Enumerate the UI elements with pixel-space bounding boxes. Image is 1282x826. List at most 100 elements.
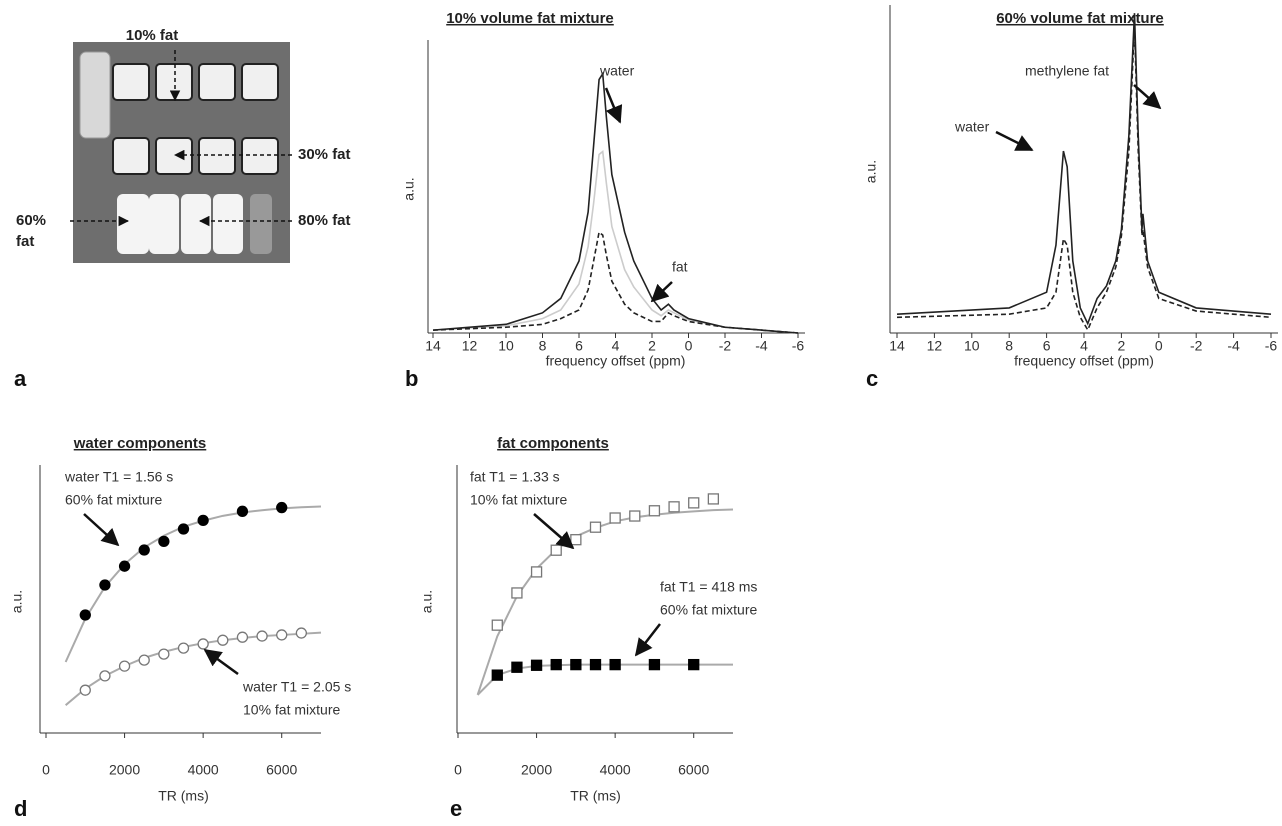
annotation-arrow: [83, 513, 120, 547]
panel-label: e: [450, 796, 462, 821]
point: [648, 505, 661, 517]
annotation-arrow: [533, 513, 575, 550]
x-axis-label: frequency offset (ppm): [546, 353, 686, 369]
point: [491, 619, 503, 631]
point: [276, 501, 288, 514]
data-line: [432, 230, 799, 334]
x-tick-label: 6: [575, 338, 583, 354]
y-axis-label: a.u.: [863, 160, 879, 183]
annotation: water T1 = 2.05 s: [242, 679, 351, 695]
annotation: 60% fat mixture: [65, 492, 162, 508]
y-axis-label: a.u.: [9, 590, 25, 613]
annotation: methylene fat: [1025, 63, 1109, 79]
point: [118, 660, 131, 672]
y-axis-label: a.u.: [401, 177, 417, 200]
chart: 10% volume fat mixture b a.u. frequency off…: [401, 10, 805, 391]
point: [158, 535, 170, 548]
point: [530, 566, 543, 578]
chart-title: 10% volume fat mixture: [446, 10, 614, 27]
x-axis-label: frequency offset (ppm): [1014, 353, 1154, 369]
point: [177, 523, 190, 535]
point: [256, 630, 268, 642]
point: [491, 669, 503, 681]
data-line: [432, 150, 799, 334]
point: [570, 534, 582, 546]
point: [511, 661, 523, 673]
data-line: [896, 25, 1272, 332]
x-tick-label: 6000: [678, 762, 709, 778]
panel-label: d: [14, 796, 27, 821]
point: [138, 654, 150, 666]
point: [589, 658, 602, 671]
point: [217, 634, 229, 646]
point: [530, 659, 543, 671]
x-tick-label: 12: [927, 338, 943, 354]
point: [276, 629, 288, 641]
x-tick-label: 4: [612, 338, 620, 354]
annotation-arrow: [1133, 84, 1162, 110]
annotation-arrow: [995, 130, 1034, 152]
x-tick-label: 6: [1043, 338, 1051, 354]
x-axis-label: TR (ms): [158, 788, 209, 804]
point: [236, 631, 249, 643]
point: [668, 501, 680, 513]
annotation: fat T1 = 1.33 s: [470, 469, 560, 485]
point: [236, 505, 249, 517]
point: [158, 648, 170, 660]
x-axis-label: TR (ms): [570, 788, 621, 804]
x-tick-label: 12: [462, 338, 478, 354]
x-tick-label: 10: [964, 338, 980, 354]
point: [99, 579, 111, 591]
point: [99, 670, 111, 682]
point: [609, 658, 621, 671]
point: [197, 514, 209, 526]
x-tick-label: 2000: [109, 762, 140, 778]
x-tick-label: 14: [889, 338, 905, 354]
x-tick-label: -2: [719, 338, 732, 354]
photo-label: 80% fat: [298, 212, 351, 229]
x-tick-label: -4: [1227, 338, 1240, 354]
point: [550, 658, 562, 671]
point: [609, 512, 621, 524]
data-line: [896, 13, 1272, 326]
panel-label: b: [405, 366, 418, 391]
panel-label: c: [866, 366, 878, 391]
point: [589, 521, 602, 533]
annotation: 10% fat mixture: [470, 492, 567, 508]
chart-title: 60% volume fat mixture: [996, 10, 1164, 27]
photo-label: 30% fat: [298, 146, 351, 163]
x-tick-label: 4000: [600, 762, 631, 778]
annotation: fat: [672, 259, 688, 275]
x-tick-label: -2: [1190, 338, 1203, 354]
x-tick-label: 10: [498, 338, 514, 354]
data-line: [432, 71, 799, 334]
x-tick-label: 2: [1118, 338, 1126, 354]
y-axis-label: a.u.: [419, 590, 435, 613]
point: [688, 497, 700, 509]
x-tick-label: 14: [425, 338, 441, 354]
x-tick-label: 4: [1080, 338, 1088, 354]
photo-label: 10% fat: [126, 27, 179, 44]
point: [118, 560, 131, 572]
point: [177, 642, 190, 654]
chart: 60% volume fat mixture c a.u. frequency off…: [863, 5, 1278, 391]
x-tick-label: 0: [1155, 338, 1163, 354]
annotation: water: [954, 119, 990, 135]
annotation: fat T1 = 418 ms: [660, 579, 757, 595]
point: [570, 658, 582, 671]
photo: [70, 42, 292, 263]
point: [550, 544, 562, 556]
x-tick-label: -6: [792, 338, 805, 354]
annotation: water: [599, 63, 635, 79]
panel-label: a: [14, 366, 27, 391]
point: [197, 638, 209, 650]
point: [79, 609, 91, 621]
x-tick-label: 8: [1005, 338, 1013, 354]
annotation: 10% fat mixture: [243, 702, 340, 718]
point: [295, 627, 308, 639]
annotation: 60% fat mixture: [660, 602, 757, 618]
x-tick-label: -6: [1265, 338, 1278, 354]
annotation-arrow: [604, 87, 623, 124]
